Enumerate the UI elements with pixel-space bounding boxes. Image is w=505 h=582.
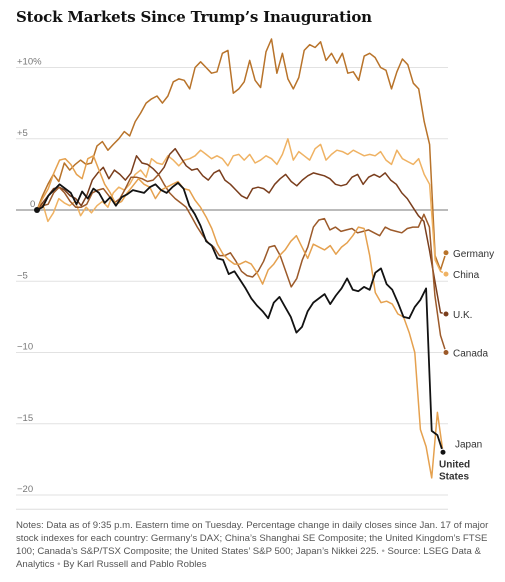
notes-credit: By Karl Russell and Pablo Robles: [63, 559, 207, 570]
series-line-canada: [36, 173, 447, 353]
series-label-u-k: U.K.: [453, 310, 472, 321]
end-point-china: [442, 270, 450, 278]
y-tick-label: +5: [17, 128, 28, 139]
end-point-u-k: [442, 310, 450, 318]
series-line-japan: [36, 155, 444, 479]
series-line-china: [36, 138, 447, 275]
chart-notes: Notes: Data as of 9:35 p.m. Eastern time…: [16, 519, 498, 571]
series-label-japan: Japan: [455, 439, 482, 450]
y-tick-label: −15: [17, 413, 33, 424]
notes-source: Source: LSEG Data & Analytics: [16, 546, 481, 570]
end-markers: [34, 207, 450, 456]
y-tick-label: −10: [17, 342, 33, 353]
end-point-canada: [442, 349, 450, 356]
end-point-germany: [442, 249, 450, 257]
notes-separator: •: [381, 546, 385, 557]
notes-separator: •: [57, 559, 61, 570]
y-tick-label: 0: [30, 199, 35, 210]
line-chart: +10% +5 0 −5 −10 −15 −20 Jan.Feb.MarchApril Ge…: [16, 38, 494, 510]
y-tick-label: −5: [17, 270, 28, 281]
series-label-germany: Germany: [453, 249, 494, 260]
series-line-u-k: [36, 147, 447, 315]
end-point-united-states: [439, 448, 447, 456]
series-label-united-states: United States: [439, 459, 470, 482]
series-lines: [36, 38, 447, 479]
notes-text: Notes: Data as of 9:35 p.m. Eastern time…: [16, 520, 489, 557]
series-label-canada: Canada: [453, 349, 488, 360]
y-tick-label: +10%: [17, 57, 42, 68]
series-line-united-states: [36, 182, 444, 453]
series-labels: Germany China U.K. Canada Japan United States: [439, 249, 494, 483]
series-label-china: China: [453, 270, 480, 281]
series-line-germany: [36, 38, 447, 271]
x-axis: Jan.Feb.MarchApril: [16, 508, 448, 510]
start-point: [34, 207, 40, 213]
chart-title: Stock Markets Since Trump’s Inauguration: [16, 8, 372, 26]
y-tick-label: −20: [17, 484, 33, 495]
